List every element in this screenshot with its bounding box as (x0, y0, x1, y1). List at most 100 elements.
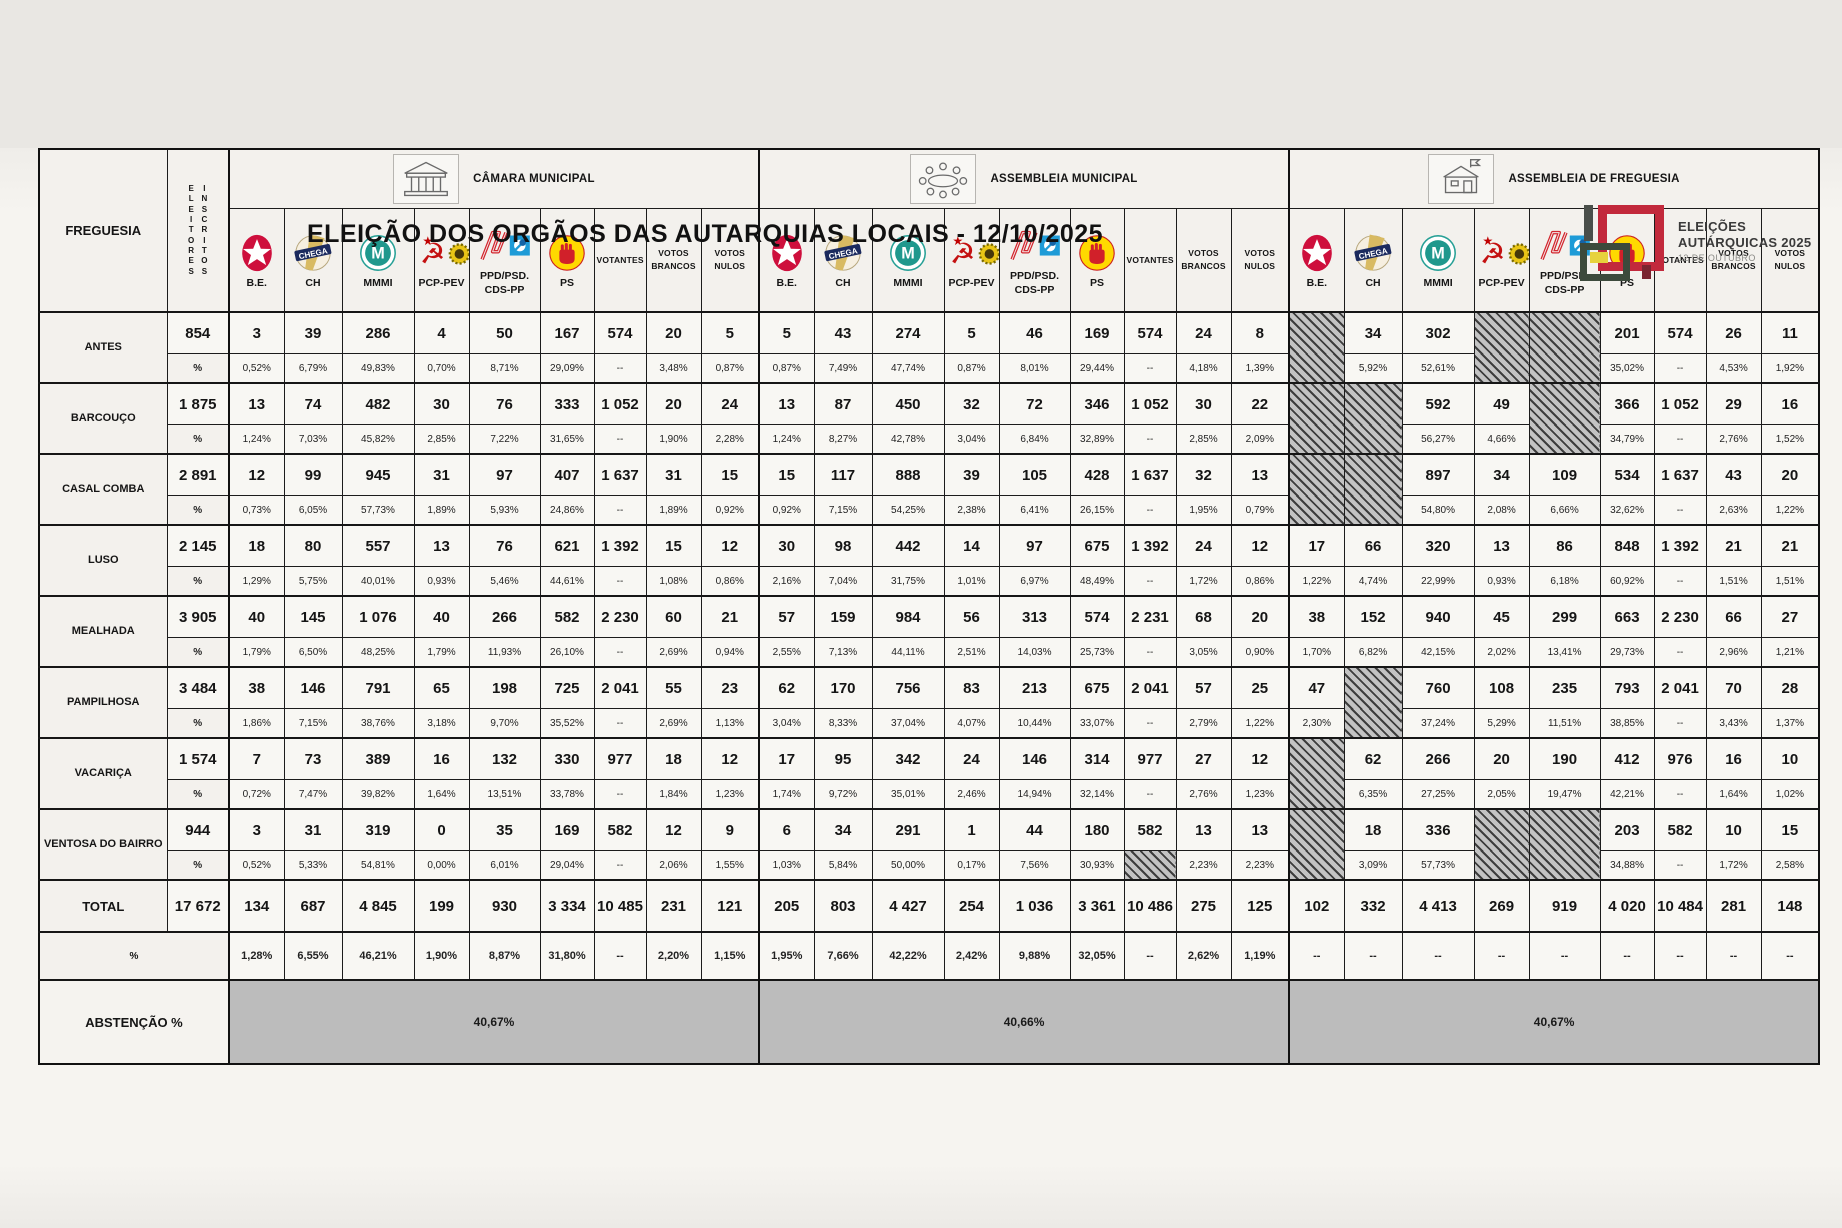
total-percent-cell: -- (1343, 931, 1403, 981)
percent-cell: -- (1653, 353, 1707, 384)
count-cell: 105 (998, 453, 1071, 496)
percent-cell: 1,24% (758, 424, 815, 455)
count-cell: 146 (998, 737, 1071, 780)
percent-cell: 56,27% (1401, 424, 1475, 455)
percent-cell: 6,97% (998, 566, 1071, 597)
election-results-table: FREGUESIA E L E I T O R E S I N S C R I T O S CÂMARA MUNICI… (38, 148, 1821, 1065)
hatched-cell (1343, 708, 1403, 739)
count-cell: 9 (700, 808, 760, 851)
hatched-cell (1288, 353, 1345, 384)
count-cell: 15 (700, 453, 760, 496)
hatched-cell (1528, 382, 1601, 425)
percent-row-label: % (166, 353, 230, 384)
hatched-cell (1288, 850, 1345, 881)
percent-cell: 4,66% (1473, 424, 1530, 455)
count-cell: 21 (1760, 524, 1820, 567)
count-cell: 274 (871, 311, 945, 354)
party-header-ps: PS (539, 208, 595, 313)
count-cell: 4 (413, 311, 470, 354)
count-cell: 1 052 (1653, 382, 1707, 425)
count-cell: 76 (468, 524, 541, 567)
count-cell: 14 (943, 524, 1000, 567)
count-cell: 66 (1705, 595, 1762, 638)
percent-cell: 6,82% (1343, 637, 1403, 668)
hatched-cell (1288, 453, 1345, 496)
percent-cell: 2,30% (1288, 708, 1345, 739)
percent-cell: 7,49% (813, 353, 873, 384)
count-cell: 45 (1473, 595, 1530, 638)
percent-cell: 1,24% (228, 424, 285, 455)
percent-cell: 45,82% (341, 424, 415, 455)
column-header-votos-nulos: VOTOS NULOS (700, 208, 760, 313)
percent-cell: 26,10% (539, 637, 595, 668)
percent-cell: 1,03% (758, 850, 815, 881)
percent-cell: 1,52% (1760, 424, 1820, 455)
percent-cell: 3,18% (413, 708, 470, 739)
count-cell: 159 (813, 595, 873, 638)
row-label-freguesia: ANTES (38, 311, 168, 384)
total-count-cell: 148 (1760, 879, 1820, 933)
party-abbr: MMMI (1423, 276, 1453, 289)
percent-row-label: % (166, 424, 230, 455)
percent-cell: 7,22% (468, 424, 541, 455)
count-cell: 945 (341, 453, 415, 496)
percent-cell: 7,04% (813, 566, 873, 597)
hatched-cell (1288, 808, 1345, 851)
party-header-ch: CHEGA CH (1343, 208, 1403, 313)
count-cell: 12 (1230, 737, 1290, 780)
party-header-mmmi: M MMMI (871, 208, 945, 313)
percent-cell: 34,79% (1599, 424, 1655, 455)
party-header-be: B.E. (758, 208, 815, 313)
svg-text:★: ★ (1483, 235, 1493, 247)
total-count-cell: 199 (413, 879, 470, 933)
total-count-cell: 102 (1288, 879, 1345, 933)
percent-cell: 54,80% (1401, 495, 1475, 526)
percent-cell: 8,33% (813, 708, 873, 739)
count-cell: 65 (413, 666, 470, 709)
logo-line2: AUTÁRQUICAS 2025 (1678, 235, 1812, 251)
total-percent-cell: -- (1123, 931, 1177, 981)
party-abbr: PCP-PEV (1478, 276, 1525, 289)
count-cell: 286 (341, 311, 415, 354)
percent-cell: -- (1123, 637, 1177, 668)
section-header-2: ASSEMBLEIA MUNICIPAL (758, 148, 1290, 209)
percent-cell: -- (593, 779, 647, 810)
count-cell: 55 (645, 666, 702, 709)
hatched-cell (1343, 382, 1403, 425)
count-cell: 72 (998, 382, 1071, 425)
count-cell: 13 (1230, 808, 1290, 851)
count-cell: 2 230 (593, 595, 647, 638)
count-cell: 145 (283, 595, 343, 638)
percent-cell: 1,23% (700, 779, 760, 810)
total-percent-cell: 6,55% (283, 931, 343, 981)
hatched-cell (1473, 850, 1530, 881)
percent-cell: 2,69% (645, 637, 702, 668)
count-cell: 23 (700, 666, 760, 709)
count-cell: 27 (1760, 595, 1820, 638)
percent-cell: 1,95% (1175, 495, 1232, 526)
percent-cell: 6,50% (283, 637, 343, 668)
count-cell: 534 (1599, 453, 1655, 496)
count-cell: 3 (228, 311, 285, 354)
percent-cell: 7,56% (998, 850, 1071, 881)
percent-cell: 38,76% (341, 708, 415, 739)
party-abbr: PS (559, 276, 574, 289)
count-cell: 2 041 (593, 666, 647, 709)
percent-cell: 2,38% (943, 495, 1000, 526)
count-cell: 38 (1288, 595, 1345, 638)
count-cell: 213 (998, 666, 1071, 709)
percent-cell: 42,78% (871, 424, 945, 455)
count-cell: 43 (813, 311, 873, 354)
count-cell: 1 637 (1653, 453, 1707, 496)
total-percent-cell: 31,80% (539, 931, 595, 981)
total-count-cell: 10 486 (1123, 879, 1177, 933)
hatched-cell (1528, 808, 1601, 851)
party-abbr: PS (1090, 276, 1105, 289)
elections-logo-mark-icon (1578, 203, 1670, 281)
count-cell: 39 (943, 453, 1000, 496)
percent-cell: 9,72% (813, 779, 873, 810)
count-cell: 57 (758, 595, 815, 638)
count-cell: 34 (1343, 311, 1403, 354)
count-cell: 592 (1401, 382, 1475, 425)
party-header-mmmi: M MMMI (1401, 208, 1475, 313)
